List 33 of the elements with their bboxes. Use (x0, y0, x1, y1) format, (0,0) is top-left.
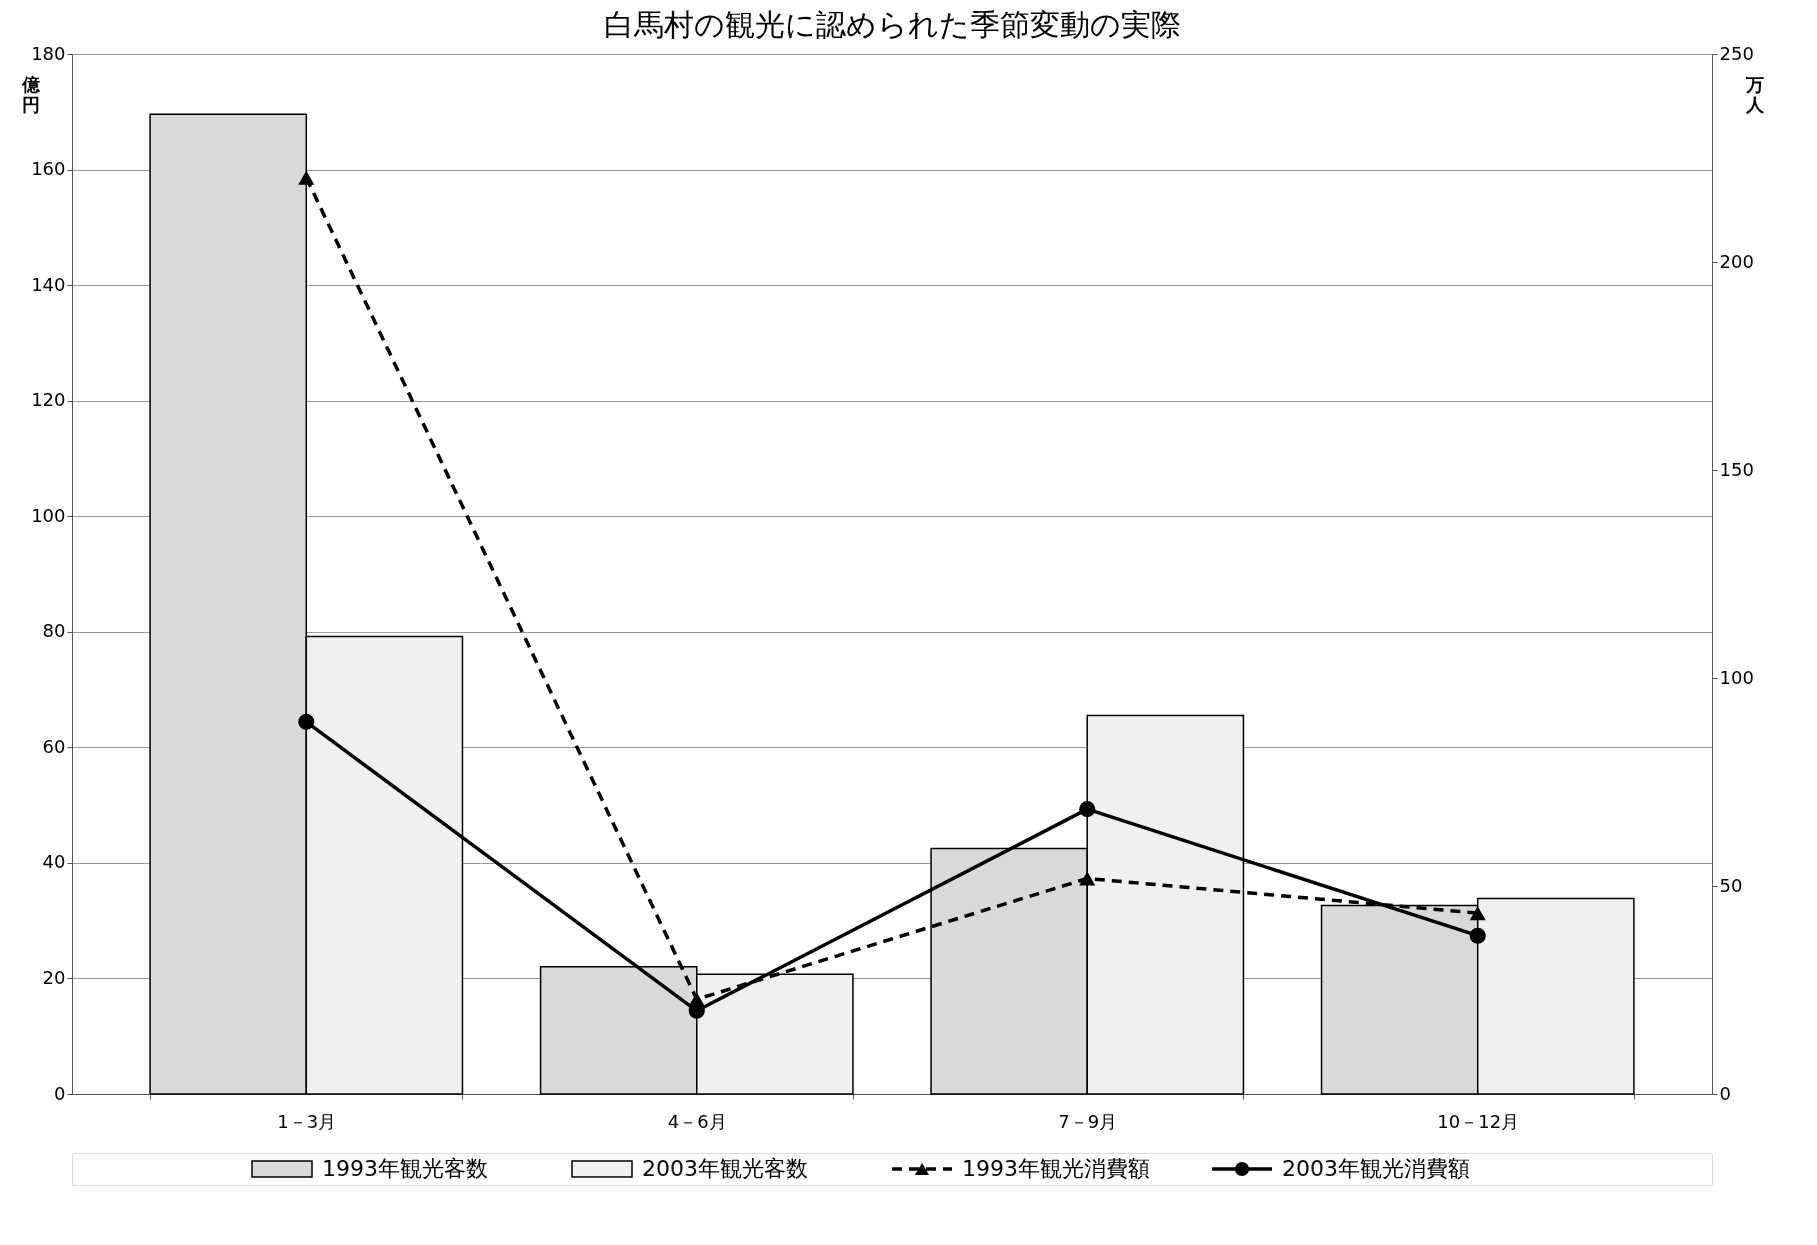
y-tick-label: 120 (31, 389, 66, 411)
legend-label: 1993年観光消費額 (962, 1156, 1150, 1181)
chart-title: 白馬村の観光に認められた季節変動の実際 (603, 7, 1181, 42)
point (298, 170, 315, 185)
x-tick-label: 4－6月 (667, 1110, 727, 1132)
y2-tick-label: 250 (1719, 42, 1754, 64)
y2-tick-label: 0 (1719, 1082, 1731, 1104)
y2-tick-label: 200 (1719, 250, 1754, 272)
legend-label: 2003年観光客数 (642, 1156, 808, 1181)
x-tick-label: 7－9月 (1058, 1110, 1118, 1132)
legend-label: 1993年観光客数 (322, 1156, 488, 1181)
y-tick-label: 140 (31, 273, 66, 295)
y-tick-label: 160 (31, 158, 66, 180)
legend-label: 2003年観光消費額 (1282, 1156, 1470, 1181)
y-tick-label: 0 (54, 1082, 66, 1104)
point (1079, 801, 1096, 818)
y2-axis-title: 万人 (1744, 73, 1765, 115)
y-tick-label: 60 (42, 735, 66, 757)
point (298, 713, 315, 730)
y2-tick-label: 150 (1719, 458, 1754, 480)
point (1469, 906, 1486, 921)
y-axis-title: 億円 (20, 73, 41, 115)
y-tick-label: 100 (31, 504, 66, 526)
point (1469, 927, 1486, 944)
x-tick-label: 1－3月 (277, 1110, 337, 1132)
point (1079, 871, 1096, 886)
y-tick-label: 180 (31, 42, 66, 64)
y-tick-label: 40 (42, 851, 66, 873)
y-tick-label: 80 (42, 620, 66, 642)
y-tick-label: 20 (42, 966, 66, 988)
x-tick-label: 10－12月 (1437, 1110, 1520, 1132)
y2-tick-label: 50 (1719, 874, 1743, 896)
y2-tick-label: 100 (1719, 666, 1754, 688)
